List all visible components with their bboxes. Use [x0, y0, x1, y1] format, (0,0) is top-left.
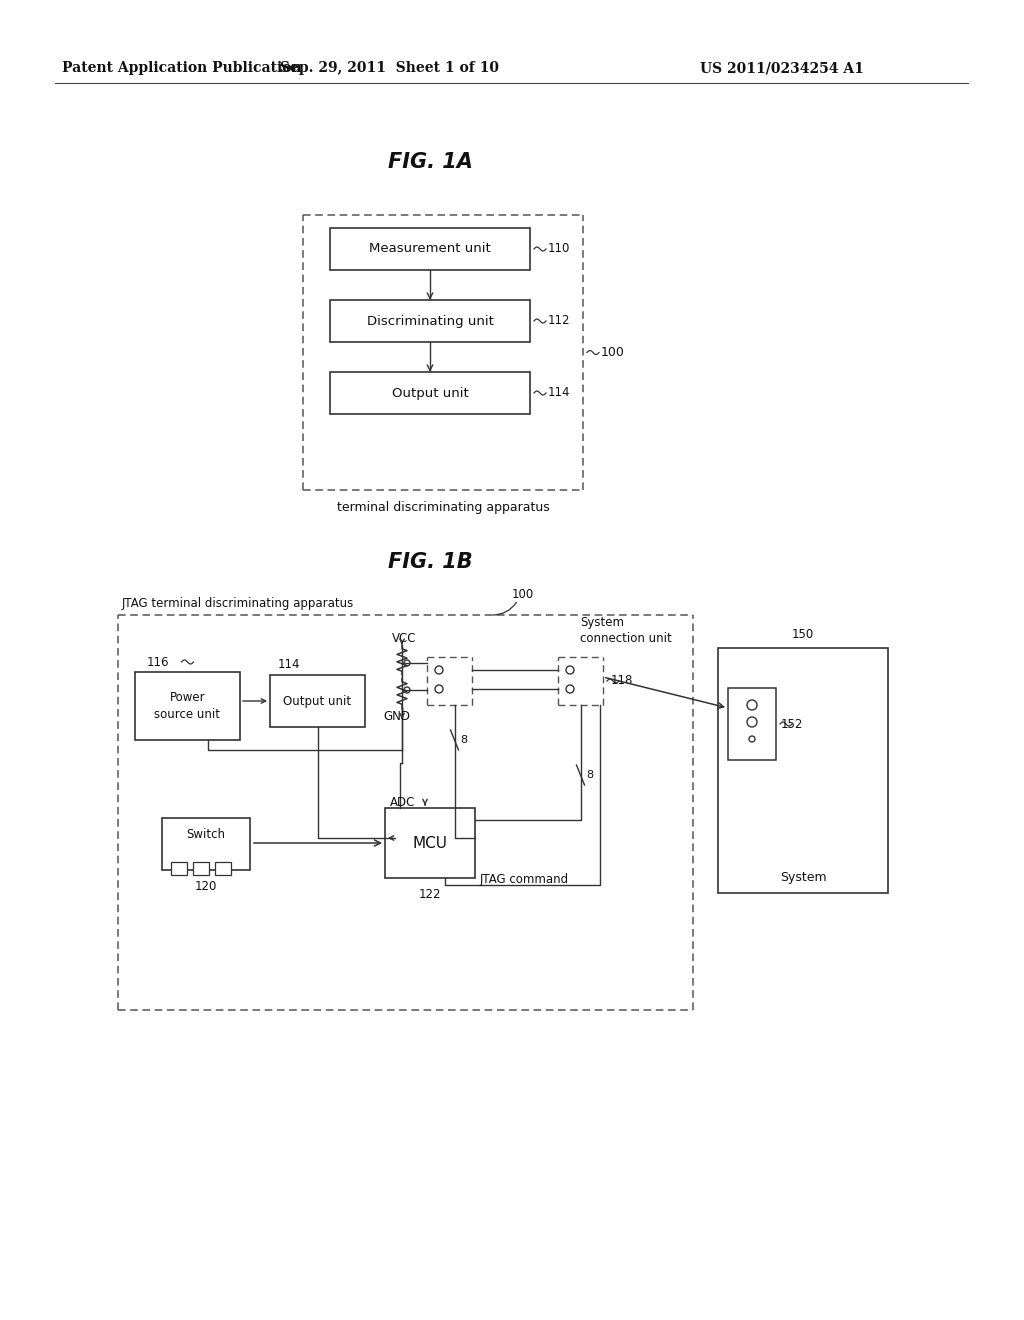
Text: GND: GND [383, 710, 410, 723]
Text: 100: 100 [512, 587, 535, 601]
Text: terminal discriminating apparatus: terminal discriminating apparatus [337, 502, 549, 515]
Text: Measurement unit: Measurement unit [369, 243, 490, 256]
FancyBboxPatch shape [135, 672, 240, 741]
Text: Output unit: Output unit [284, 694, 351, 708]
Text: Switch: Switch [186, 828, 225, 841]
Text: Discriminating unit: Discriminating unit [367, 314, 494, 327]
Text: JTAG terminal discriminating apparatus: JTAG terminal discriminating apparatus [122, 597, 354, 610]
FancyBboxPatch shape [330, 300, 530, 342]
Text: US 2011/0234254 A1: US 2011/0234254 A1 [700, 61, 864, 75]
Text: 112: 112 [548, 314, 570, 327]
FancyBboxPatch shape [162, 818, 250, 870]
Text: Output unit: Output unit [391, 387, 468, 400]
Text: FIG. 1A: FIG. 1A [387, 152, 472, 172]
FancyBboxPatch shape [330, 372, 530, 414]
Text: VCC: VCC [392, 631, 417, 644]
Bar [171, 862, 187, 875]
Text: FIG. 1B: FIG. 1B [388, 552, 472, 572]
Text: 120: 120 [195, 879, 217, 892]
Text: JTAG command: JTAG command [480, 874, 569, 887]
Text: ADC: ADC [390, 796, 416, 808]
FancyBboxPatch shape [270, 675, 365, 727]
Text: 116: 116 [147, 656, 170, 668]
FancyBboxPatch shape [385, 808, 475, 878]
Text: 150: 150 [792, 627, 814, 640]
Bar [215, 862, 231, 875]
Text: 110: 110 [548, 243, 570, 256]
Text: MCU: MCU [413, 836, 447, 850]
Text: 100: 100 [601, 346, 625, 359]
Text: 8: 8 [587, 770, 594, 780]
Text: 8: 8 [461, 735, 468, 744]
Text: 122: 122 [419, 887, 441, 900]
FancyBboxPatch shape [728, 688, 776, 760]
Text: 152: 152 [781, 718, 804, 730]
Text: System: System [779, 870, 826, 883]
Text: 114: 114 [278, 659, 300, 672]
FancyBboxPatch shape [330, 228, 530, 271]
Text: 114: 114 [548, 387, 570, 400]
Text: Power
source unit: Power source unit [155, 690, 220, 721]
FancyBboxPatch shape [718, 648, 888, 894]
Text: System
connection unit: System connection unit [580, 616, 672, 645]
Text: 118: 118 [611, 675, 634, 688]
Text: Patent Application Publication: Patent Application Publication [62, 61, 302, 75]
Text: Sep. 29, 2011  Sheet 1 of 10: Sep. 29, 2011 Sheet 1 of 10 [281, 61, 500, 75]
Bar [193, 862, 209, 875]
